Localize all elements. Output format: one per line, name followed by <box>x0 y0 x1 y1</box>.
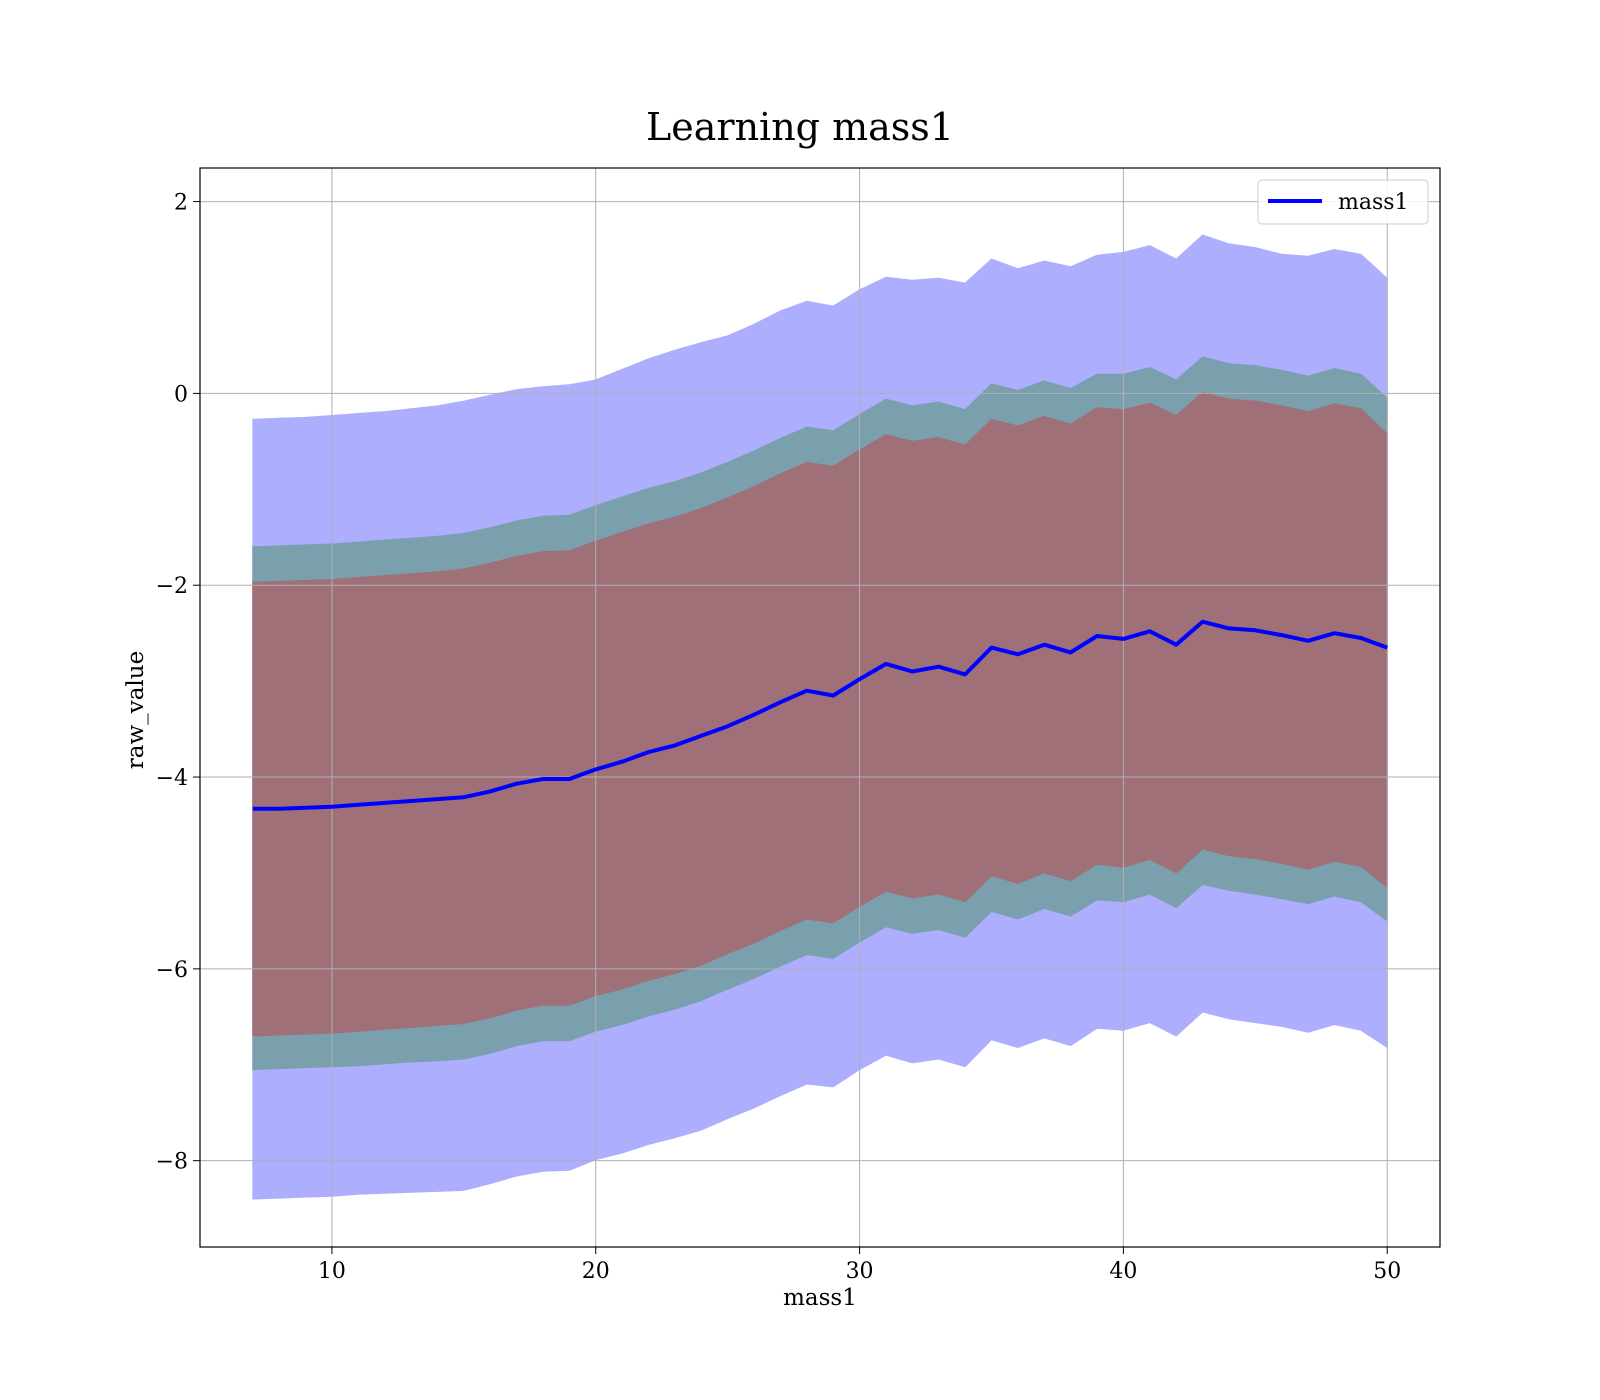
x-axis-ticks: 10 20 30 40 50 <box>318 1247 1401 1284</box>
y-axis-label: raw_value <box>123 651 149 769</box>
legend-label-mass1: mass1 <box>1338 190 1409 215</box>
series-lines <box>252 619 1388 811</box>
x-tick-label: 10 <box>318 1259 346 1284</box>
y-axis-ticks: 2 0 −2 −4 −6 −8 <box>156 191 200 1175</box>
x-tick-label: 40 <box>1109 1259 1137 1284</box>
x-tick-label: 20 <box>582 1259 610 1284</box>
grid-lines <box>200 168 1440 1247</box>
y-tick-label: 0 <box>174 382 188 407</box>
y-tick-label: 2 <box>174 191 188 216</box>
series-line-mass1 <box>252 619 1388 811</box>
y-tick-label: −4 <box>156 766 188 791</box>
legend: mass1 <box>1257 179 1429 225</box>
x-axis-label: mass1 <box>783 1285 857 1311</box>
plot-frame <box>199 167 1441 1248</box>
y-tick-label: −8 <box>156 1150 188 1175</box>
x-tick-label: 50 <box>1373 1259 1401 1284</box>
legend-box <box>1257 179 1429 225</box>
chart-title: Learning mass1 <box>646 105 954 149</box>
confidence-bands <box>252 234 1388 1200</box>
x-tick-label: 30 <box>846 1259 874 1284</box>
y-tick-label: −2 <box>156 574 188 599</box>
y-tick-label: −6 <box>156 958 188 983</box>
